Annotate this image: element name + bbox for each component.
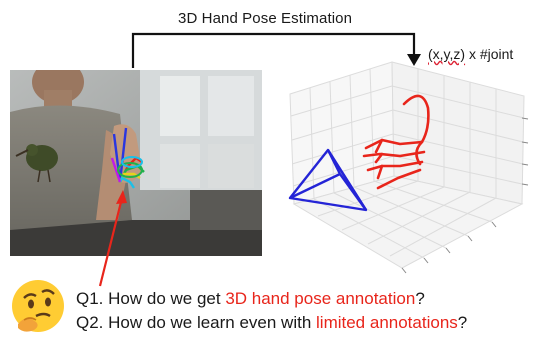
diagram-title: 3D Hand Pose Estimation (178, 10, 353, 27)
xyz-term: (x,y,z) (428, 46, 466, 62)
input-image (10, 70, 262, 256)
joint-term: x #joint (465, 46, 514, 62)
output-label: (x,y,z) x #joint (428, 46, 513, 62)
question-2: Q2. How do we learn even with limited an… (76, 313, 467, 333)
plot-grid (289, 61, 525, 269)
question-1-text: How do we get (103, 289, 226, 308)
question-1-number: Q1. (76, 289, 104, 308)
camera-frustum (288, 148, 368, 212)
question-2-highlight: limited annotations (316, 313, 458, 332)
thinking-face-icon (12, 280, 64, 332)
input-photo-scene (10, 70, 262, 256)
question-2-end: ? (457, 313, 468, 332)
question-1-highlight: 3D hand pose annotation (225, 289, 416, 308)
question-2-number: Q2. (76, 313, 104, 332)
question-1: Q1. How do we get 3D hand pose annotatio… (76, 289, 425, 309)
question-1-end: ? (415, 289, 425, 308)
hand-skeleton-3d (362, 94, 430, 190)
plot-ticks (401, 117, 529, 274)
3d-pose-plot (288, 61, 529, 274)
hand-skeleton-overlay (110, 127, 145, 189)
question-2-text: How do we learn even with (103, 313, 317, 332)
